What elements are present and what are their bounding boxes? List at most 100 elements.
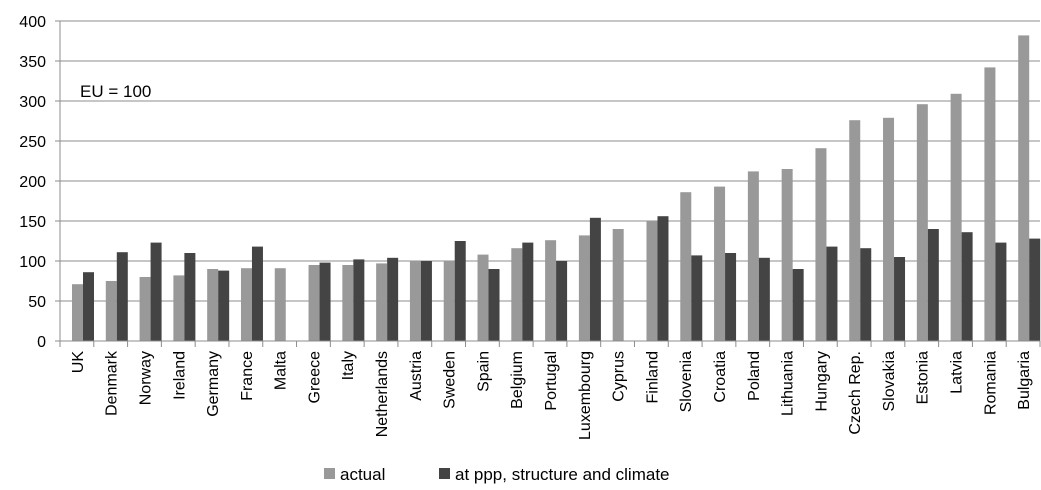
y-tick-label: 0 <box>37 334 46 351</box>
bar-ppp <box>556 261 568 341</box>
category-label: Croatia <box>712 351 729 403</box>
category-label: Poland <box>746 351 763 401</box>
bar-actual <box>815 148 827 341</box>
bar-ppp <box>353 259 365 341</box>
category-label: France <box>239 351 256 401</box>
category-label: Austria <box>408 351 425 401</box>
y-tick-label: 250 <box>19 134 46 151</box>
bar-ppp <box>995 242 1007 341</box>
category-label: Lithuania <box>780 351 797 416</box>
category-label: Slovakia <box>881 351 898 412</box>
bar-ppp <box>319 262 331 341</box>
category-label: Germany <box>205 351 222 417</box>
category-label: Bulgaria <box>1016 351 1033 410</box>
category-label: Belgium <box>509 351 526 409</box>
axes: 0 50 100 150 200 250 300 350 400 UK Denmark Norway I… <box>19 14 1041 440</box>
bar-ppp <box>589 217 601 341</box>
bar-actual <box>545 240 557 341</box>
bar-actual <box>511 248 523 341</box>
bar-ppp <box>184 253 196 341</box>
bar-ppp <box>488 269 500 341</box>
bar-ppp <box>454 241 466 341</box>
bar-actual <box>578 235 590 341</box>
category-label: Netherlands <box>374 351 391 437</box>
category-label: Hungary <box>813 351 830 411</box>
bar-ppp <box>218 270 230 341</box>
category-label: Cyprus <box>611 351 628 402</box>
bar-actual <box>207 269 219 341</box>
bar-actual <box>714 186 726 341</box>
bar-actual <box>376 263 388 341</box>
bar-actual <box>680 192 692 341</box>
bar-actual <box>781 169 793 341</box>
y-tick-label: 350 <box>19 54 46 71</box>
bar-ppp <box>116 252 128 341</box>
bar-actual <box>308 265 320 341</box>
bar-actual <box>72 284 83 341</box>
bar-ppp <box>961 232 973 341</box>
y-tick-label: 50 <box>28 294 46 311</box>
category-label: Czech Rep. <box>847 351 864 435</box>
category-label: Slovenia <box>678 351 695 412</box>
bar-ppp <box>420 261 432 341</box>
category-label: Finland <box>644 351 661 403</box>
bar-ppp <box>691 255 703 341</box>
bar-ppp <box>860 248 872 341</box>
bar-ppp <box>894 257 906 341</box>
y-tick-label: 100 <box>19 254 46 271</box>
bar-ppp <box>792 269 804 341</box>
legend-swatch <box>324 468 335 479</box>
bar-actual <box>1018 35 1030 342</box>
legend-swatch <box>439 468 450 479</box>
eu-annotation: EU = 100 <box>80 82 151 101</box>
category-label: Sweden <box>442 351 459 409</box>
category-label: Luxembourg <box>577 351 594 440</box>
bar-actual <box>443 261 455 341</box>
bar-actual <box>342 265 354 341</box>
bar-actual <box>477 254 489 341</box>
category-label: Portugal <box>543 351 560 411</box>
bar-actual <box>105 281 117 341</box>
bar-ppp <box>387 257 399 341</box>
bar-ppp <box>657 216 669 341</box>
bar-ppp <box>83 272 94 341</box>
category-label: Norway <box>137 351 154 405</box>
category-label: Latvia <box>949 351 966 394</box>
legend-label: actual <box>340 465 385 484</box>
bar-actual <box>849 120 861 341</box>
y-tick-label: 300 <box>19 94 46 111</box>
bar-actual <box>747 171 759 341</box>
category-label: Malta <box>273 351 290 390</box>
bar-ppp <box>725 253 737 341</box>
category-label: UK <box>70 351 87 374</box>
legend: actual at ppp, structure and climate <box>324 465 670 484</box>
bar-actual <box>274 268 286 341</box>
bar-ppp <box>927 229 939 341</box>
category-label: Estonia <box>915 351 932 404</box>
bar-ppp <box>522 242 534 341</box>
bar-actual <box>240 268 252 341</box>
y-tick-label: 200 <box>19 174 46 191</box>
bar-ppp <box>758 257 770 341</box>
bar-ppp <box>251 246 263 341</box>
bar-ppp <box>826 246 838 341</box>
y-tick-label: 400 <box>19 14 46 31</box>
bar-actual <box>950 93 962 341</box>
category-label: Denmark <box>104 350 121 416</box>
bar-actual <box>612 229 624 341</box>
category-label: Greece <box>306 351 323 404</box>
bar-actual <box>984 67 996 342</box>
legend-label: at ppp, structure and climate <box>455 465 670 484</box>
bar-ppp <box>150 242 162 341</box>
bar-ppp <box>1029 238 1041 341</box>
category-label: Ireland <box>171 351 188 400</box>
bar-actual <box>139 277 151 341</box>
category-label: Spain <box>475 351 492 392</box>
category-label: Italy <box>340 351 357 380</box>
category-label: Romania <box>982 351 999 415</box>
gridlines <box>60 20 1040 302</box>
bar-actual <box>883 117 895 341</box>
bar-actual <box>409 261 421 341</box>
